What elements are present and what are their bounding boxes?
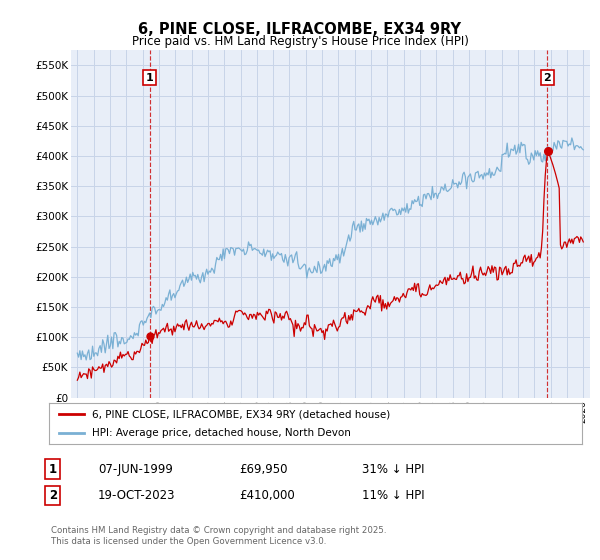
Text: £410,000: £410,000 <box>239 489 295 502</box>
Text: 1: 1 <box>146 73 154 82</box>
Text: 31% ↓ HPI: 31% ↓ HPI <box>362 463 424 476</box>
Text: 6, PINE CLOSE, ILFRACOMBE, EX34 9RY (detached house): 6, PINE CLOSE, ILFRACOMBE, EX34 9RY (det… <box>92 409 390 419</box>
Text: 1: 1 <box>49 463 57 476</box>
Text: 2: 2 <box>49 489 57 502</box>
Text: 11% ↓ HPI: 11% ↓ HPI <box>362 489 424 502</box>
Text: 07-JUN-1999: 07-JUN-1999 <box>98 463 173 476</box>
Text: 19-OCT-2023: 19-OCT-2023 <box>98 489 175 502</box>
Text: 6, PINE CLOSE, ILFRACOMBE, EX34 9RY: 6, PINE CLOSE, ILFRACOMBE, EX34 9RY <box>139 22 461 38</box>
Text: 2: 2 <box>544 73 551 82</box>
Text: £69,950: £69,950 <box>239 463 287 476</box>
Text: Price paid vs. HM Land Registry's House Price Index (HPI): Price paid vs. HM Land Registry's House … <box>131 35 469 48</box>
Text: HPI: Average price, detached house, North Devon: HPI: Average price, detached house, Nort… <box>92 428 350 438</box>
Text: Contains HM Land Registry data © Crown copyright and database right 2025.
This d: Contains HM Land Registry data © Crown c… <box>51 526 386 546</box>
